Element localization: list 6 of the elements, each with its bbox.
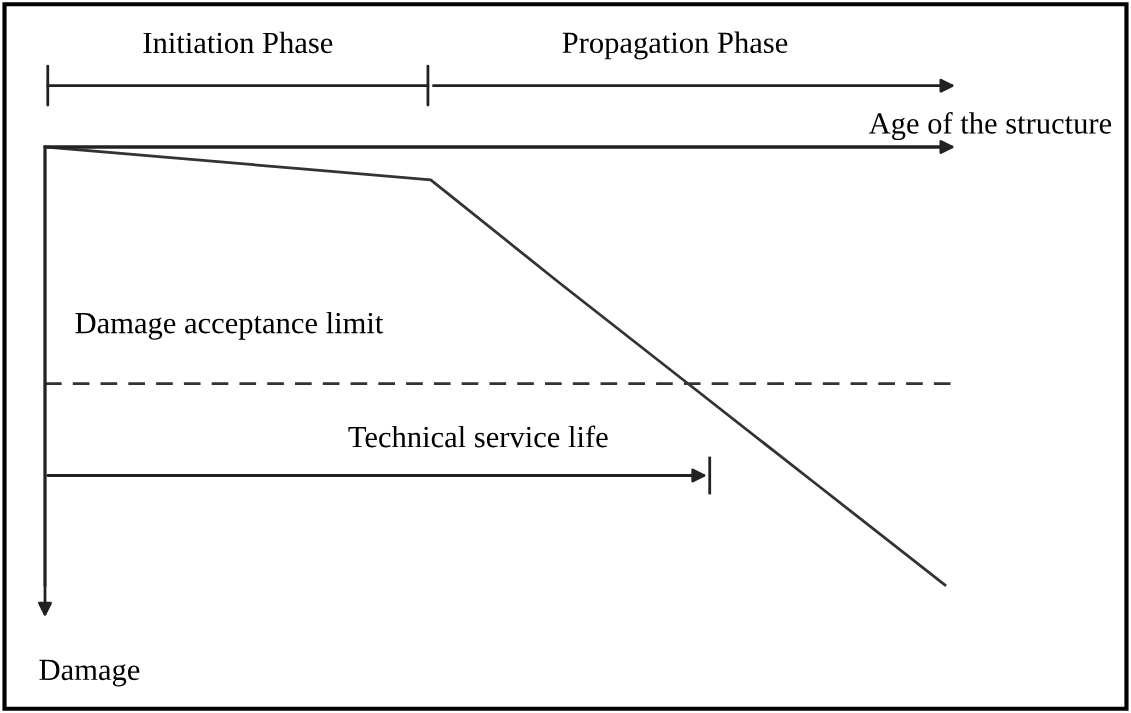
text: Damage	[39, 659, 140, 687]
annotation: Technical service life	[348, 425, 608, 448]
text: Propagation Phase	[562, 31, 788, 60]
x-axis-title: Age of the structure	[868, 111, 1112, 141]
text: Initiation Phase	[143, 31, 333, 54]
ref-line-label: Damage acceptance limit	[75, 311, 384, 340]
